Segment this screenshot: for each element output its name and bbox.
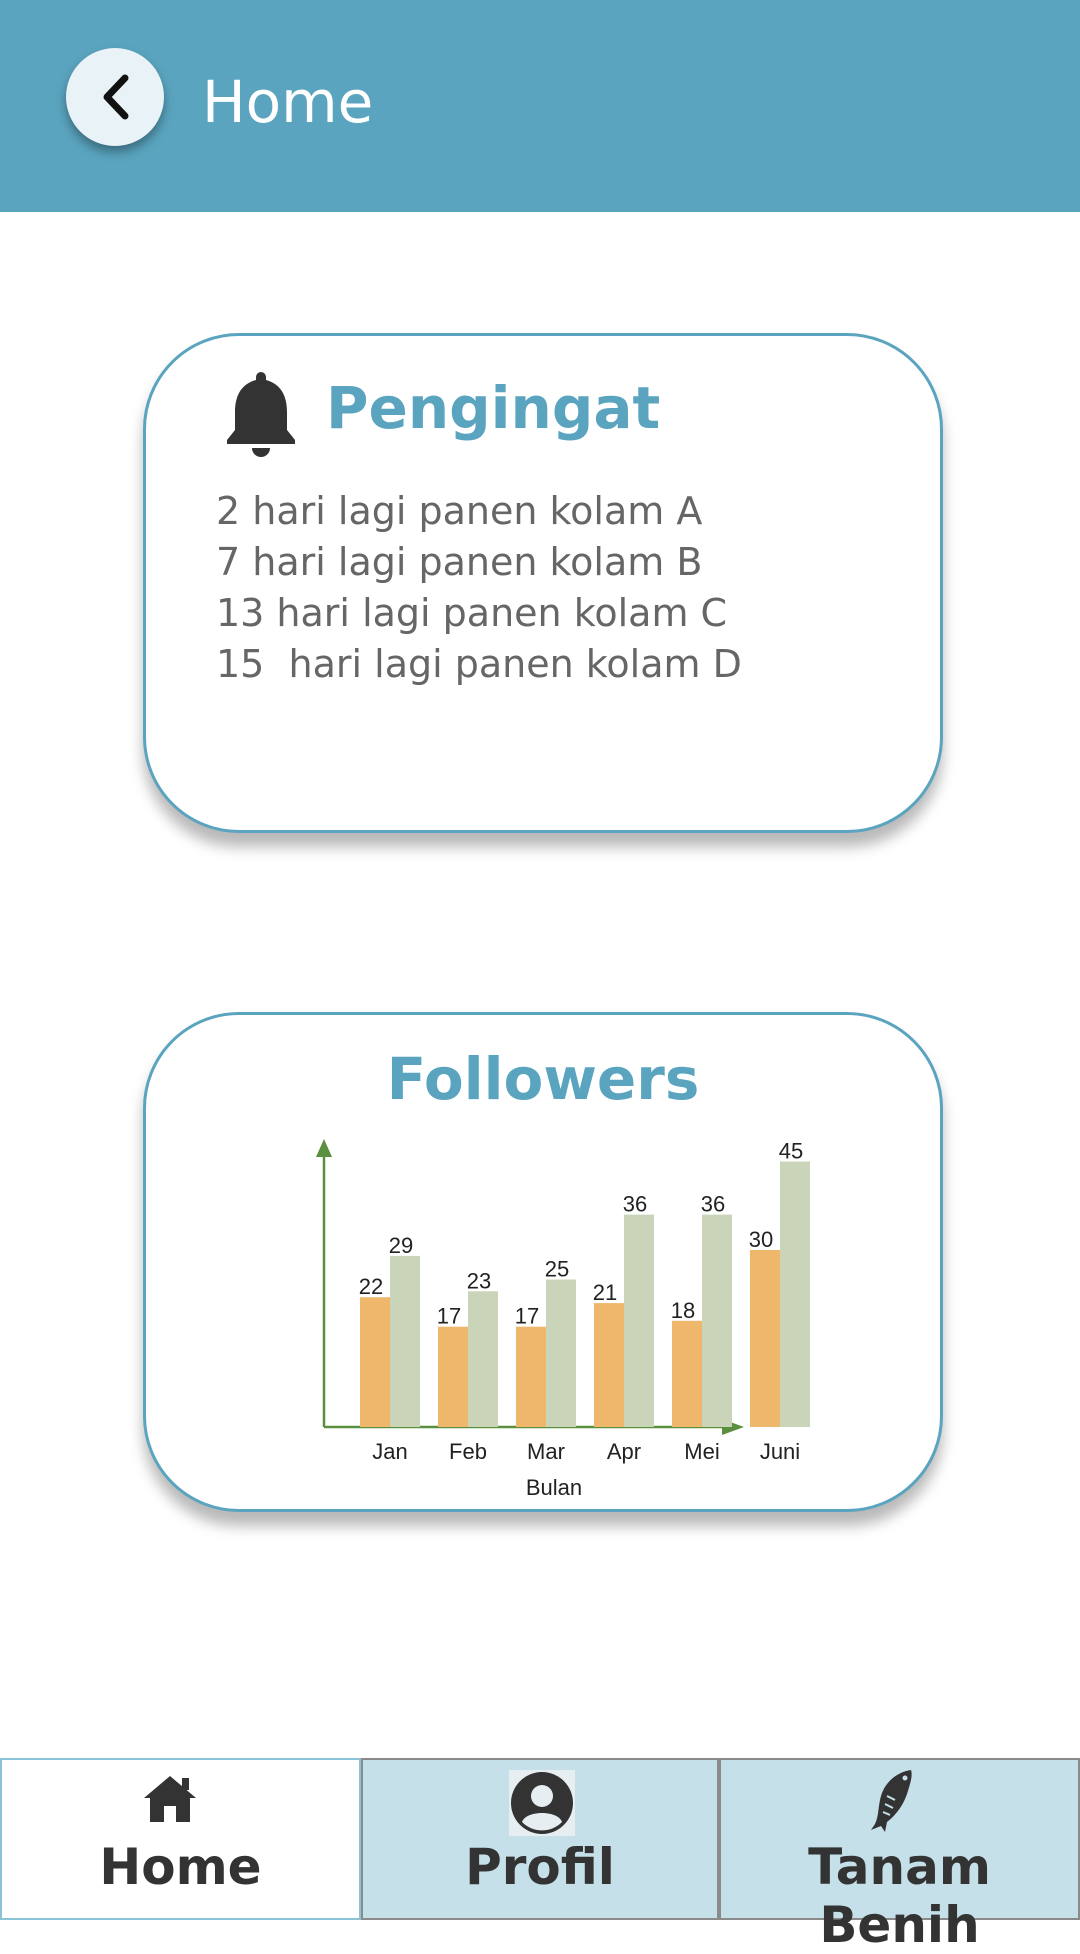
bottom-nav: Home Profil Tanam Benih bbox=[0, 1758, 1080, 1954]
data-label: 36 bbox=[701, 1192, 725, 1217]
chart-bar bbox=[750, 1250, 780, 1427]
reminder-title: Pengingat bbox=[326, 374, 661, 442]
chart-bar bbox=[594, 1303, 624, 1427]
nav-home[interactable]: Home bbox=[0, 1758, 361, 1920]
data-label: 18 bbox=[671, 1298, 695, 1323]
list-item: 13 hari lagi panen kolam C bbox=[216, 591, 728, 635]
x-tick-label: Juni bbox=[760, 1439, 800, 1464]
list-item: 2 hari lagi panen kolam A bbox=[216, 489, 703, 533]
nav-tanam-benih-label: Tanam Benih bbox=[808, 1838, 991, 1954]
x-tick-label: Feb bbox=[449, 1439, 487, 1464]
data-label: 29 bbox=[389, 1233, 413, 1258]
y-axis-arrow bbox=[316, 1139, 332, 1157]
data-label: 30 bbox=[749, 1227, 773, 1252]
data-label: 23 bbox=[467, 1268, 491, 1293]
fish-icon bbox=[871, 1770, 912, 1832]
followers-card: Followers 22 29 Jan 17 23 Feb 17 25 Mar 21 36 Apr 18… bbox=[143, 1012, 943, 1512]
bell-icon bbox=[227, 372, 295, 457]
page-title: Home bbox=[202, 68, 374, 136]
list-item: 15 hari lagi panen kolam D bbox=[216, 642, 742, 686]
x-tick-label: Apr bbox=[607, 1439, 641, 1464]
chart-bar bbox=[360, 1297, 390, 1427]
chart-bar bbox=[468, 1291, 498, 1427]
chart-bar bbox=[624, 1214, 654, 1427]
data-label: 22 bbox=[359, 1274, 383, 1299]
chart-bar bbox=[672, 1320, 702, 1427]
nav-profil-label: Profil bbox=[465, 1838, 615, 1896]
data-label: 45 bbox=[779, 1139, 803, 1164]
data-label: 21 bbox=[593, 1280, 617, 1305]
nav-tanam-benih[interactable]: Tanam Benih bbox=[719, 1758, 1080, 1954]
nav-home-label: Home bbox=[99, 1838, 262, 1896]
chart-bar bbox=[390, 1255, 420, 1427]
chart-bar bbox=[546, 1279, 576, 1427]
home-icon bbox=[144, 1776, 196, 1822]
chart-bar bbox=[438, 1326, 468, 1427]
reminder-list: 2 hari lagi panen kolam A 7 hari lagi pa… bbox=[216, 486, 742, 690]
x-tick-label: Mei bbox=[684, 1439, 719, 1464]
reminder-card: Pengingat 2 hari lagi panen kolam A 7 ha… bbox=[143, 333, 943, 833]
back-button[interactable] bbox=[66, 48, 164, 146]
x-axis-label: Bulan bbox=[526, 1475, 582, 1500]
followers-chart: 2229Jan1723Feb1725Mar2136Apr1836Mei3045J… bbox=[316, 1139, 810, 1500]
chevron-left-icon bbox=[103, 74, 129, 120]
nav-profil[interactable]: Profil bbox=[361, 1758, 719, 1920]
data-label: 17 bbox=[437, 1304, 461, 1329]
x-tick-label: Jan bbox=[372, 1439, 407, 1464]
chart-bar bbox=[702, 1214, 732, 1427]
data-label: 17 bbox=[515, 1304, 539, 1329]
data-label: 25 bbox=[545, 1257, 569, 1282]
data-label: 36 bbox=[623, 1192, 647, 1217]
x-tick-label: Mar bbox=[527, 1439, 565, 1464]
followers-title: Followers bbox=[386, 1045, 700, 1113]
chart-bar bbox=[780, 1161, 810, 1427]
app-bar: Home bbox=[0, 0, 1080, 212]
chart-bar bbox=[516, 1326, 546, 1427]
user-icon bbox=[509, 1770, 575, 1836]
list-item: 7 hari lagi panen kolam B bbox=[216, 540, 703, 584]
